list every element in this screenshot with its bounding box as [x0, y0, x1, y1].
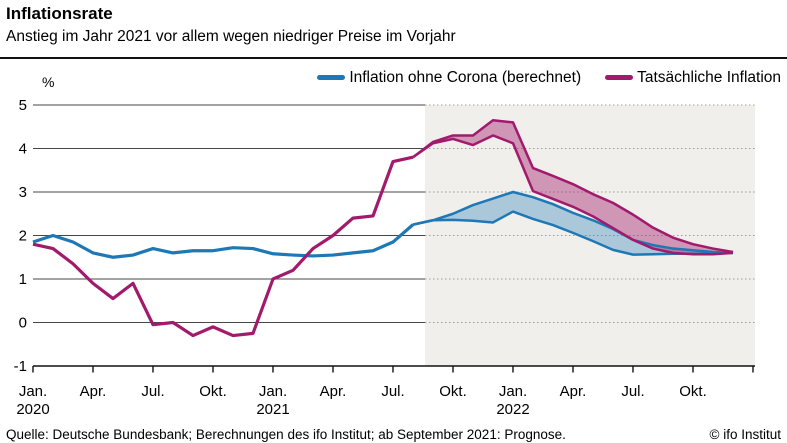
copyright-note: © ifo Institut [709, 427, 781, 442]
y-tick-label: 5 [19, 97, 27, 114]
y-tick-label: 3 [19, 184, 27, 201]
forecast-band-counterfactual [413, 192, 733, 255]
y-axis-unit-label: % [42, 74, 55, 90]
page-subtitle: Anstieg im Jahr 2021 vor allem wegen nie… [6, 28, 456, 45]
x-tick-label: Jul. [621, 383, 644, 400]
x-tick-label: Jan. [19, 383, 47, 400]
legend-label: Tatsächliche Inflation [637, 69, 781, 86]
x-tick-year-label: 2021 [256, 401, 289, 418]
x-tick-label: Jul. [381, 383, 404, 400]
y-tick-label: -1 [14, 358, 27, 375]
chart-footer: Quelle: Deutsche Bundesbank; Berechnunge… [0, 427, 787, 442]
legend-label: Inflation ohne Corona (berechnet) [349, 69, 582, 86]
y-tick-label: 0 [19, 315, 27, 332]
forecast-upper-bound-line [412, 118, 734, 254]
y-tick-label: 4 [19, 141, 27, 158]
x-tick-year-label: 2022 [496, 401, 529, 418]
x-tick-label: Jul. [141, 383, 164, 400]
line-inflation-ohne-corona [32, 223, 415, 259]
x-tick-label: Okt. [679, 383, 707, 400]
x-tick-label: Okt. [199, 383, 227, 400]
x-tick-label: Okt. [439, 383, 467, 400]
x-tick-label: Apr. [320, 383, 347, 400]
forecast-lower-bound-line [412, 134, 734, 256]
header-divider [0, 57, 787, 59]
x-tick-label: Apr. [80, 383, 107, 400]
forecast-band-actual [413, 120, 733, 255]
source-note: Quelle: Deutsche Bundesbank; Berechnunge… [6, 427, 566, 442]
legend-swatch-blue-line [317, 75, 346, 81]
y-tick-label: 1 [19, 271, 27, 288]
line-tatsaechliche-inflation [32, 155, 414, 338]
legend-item-counterfactual: Inflation ohne Corona (berechnet) [317, 70, 581, 86]
x-tick-label: Jan. [499, 383, 527, 400]
legend-item-actual: Tatsächliche Inflation [605, 70, 781, 86]
legend-swatch-magenta-line [605, 75, 634, 81]
y-tick-label: 2 [19, 228, 27, 245]
forecast-upper-bound-line [412, 190, 734, 255]
page-title: Inflationsrate [6, 4, 113, 23]
x-tick-label: Jan. [259, 383, 287, 400]
chart-legend: Inflation ohne Corona (berechnet) Tatsäc… [317, 70, 781, 86]
x-tick-year-label: 2020 [16, 401, 49, 418]
x-tick-label: Apr. [560, 383, 587, 400]
